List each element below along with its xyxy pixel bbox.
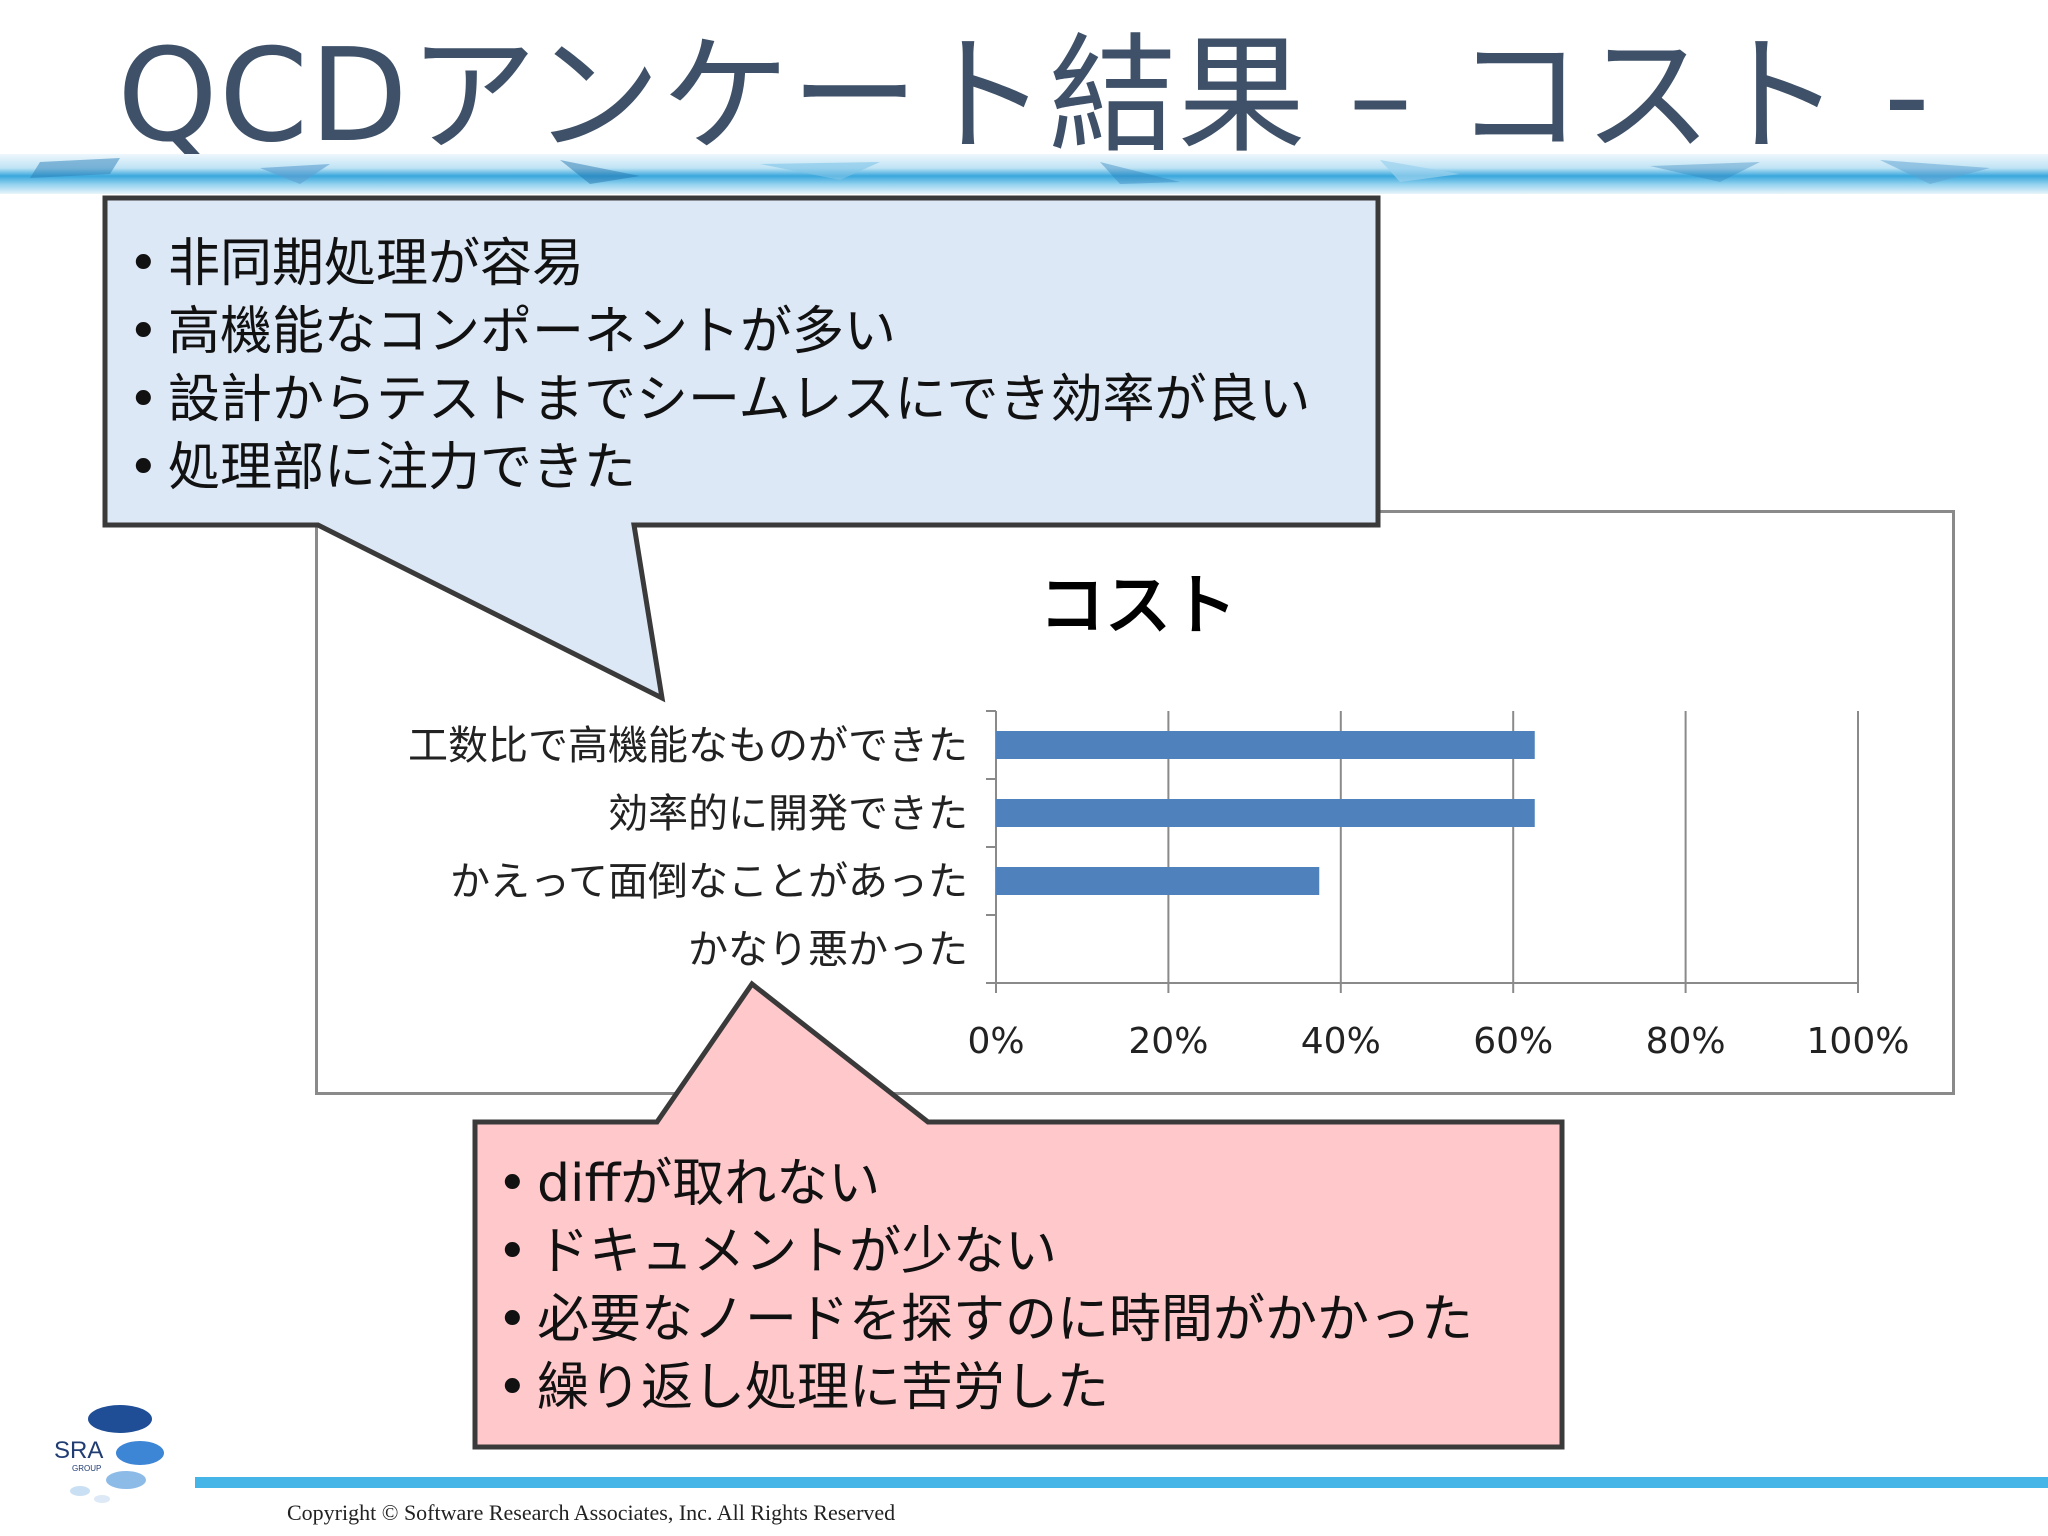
bar (996, 799, 1535, 827)
category-label: 効率的に開発できた (608, 791, 968, 837)
category-label: かえって面倒なことがあった (450, 859, 968, 905)
top-callout-item: 設計からテストまでシームレスにでき効率が良い (128, 366, 1310, 434)
bottom-callout-list: diffが取れない ドキュメントが少ない 必要なノードを探すのに時間がかかった … (497, 1150, 1473, 1422)
x-tick-label: 40% (1301, 1021, 1381, 1062)
sra-logo: SRA GROUP (54, 1405, 164, 1503)
bar (996, 731, 1535, 759)
x-tick-label: 20% (1128, 1021, 1208, 1062)
bar (996, 867, 1320, 895)
top-callout-list: 非同期処理が容易 高機能なコンポーネントが多い 設計からテストまでシームレスにで… (128, 230, 1310, 502)
logo-subtext: GROUP (72, 1464, 101, 1473)
footer-rule (195, 1477, 2048, 1488)
top-callout-item: 非同期処理が容易 (128, 230, 1310, 298)
chart-title: コスト (1039, 567, 1237, 644)
x-tick-label: 80% (1646, 1021, 1726, 1062)
logo-text: SRA (54, 1437, 103, 1464)
category-label: 工数比で高機能なものができた (408, 723, 968, 769)
bottom-callout-item: 繰り返し処理に苦労した (497, 1354, 1473, 1422)
chart-frame: コスト 0% 20% 40% 60% 80% 100% 工数比で高機能なものができた効率的に開… (315, 510, 1955, 1095)
x-tick-label: 100% (1807, 1021, 1910, 1062)
bottom-callout-item: diffが取れない (497, 1150, 1473, 1218)
x-tick-label: 0% (967, 1021, 1024, 1062)
top-callout-item: 処理部に注力できた (128, 434, 1310, 502)
bar-chart: コスト 0% 20% 40% 60% 80% 100% 工数比で高機能なものができた効率的に開… (408, 567, 1910, 1062)
top-callout-item: 高機能なコンポーネントが多い (128, 298, 1310, 366)
slide-title: QCDアンケート結果 – コスト - (117, 22, 1931, 171)
title-decoration-band (0, 154, 2048, 194)
x-tick-label: 60% (1473, 1021, 1553, 1062)
copyright-text: Copyright © Software Research Associates… (287, 1500, 896, 1525)
bottom-callout-item: 必要なノードを探すのに時間がかかった (497, 1286, 1473, 1354)
category-label: かなり悪かった (688, 927, 968, 973)
bottom-callout-item: ドキュメントが少ない (497, 1218, 1473, 1286)
